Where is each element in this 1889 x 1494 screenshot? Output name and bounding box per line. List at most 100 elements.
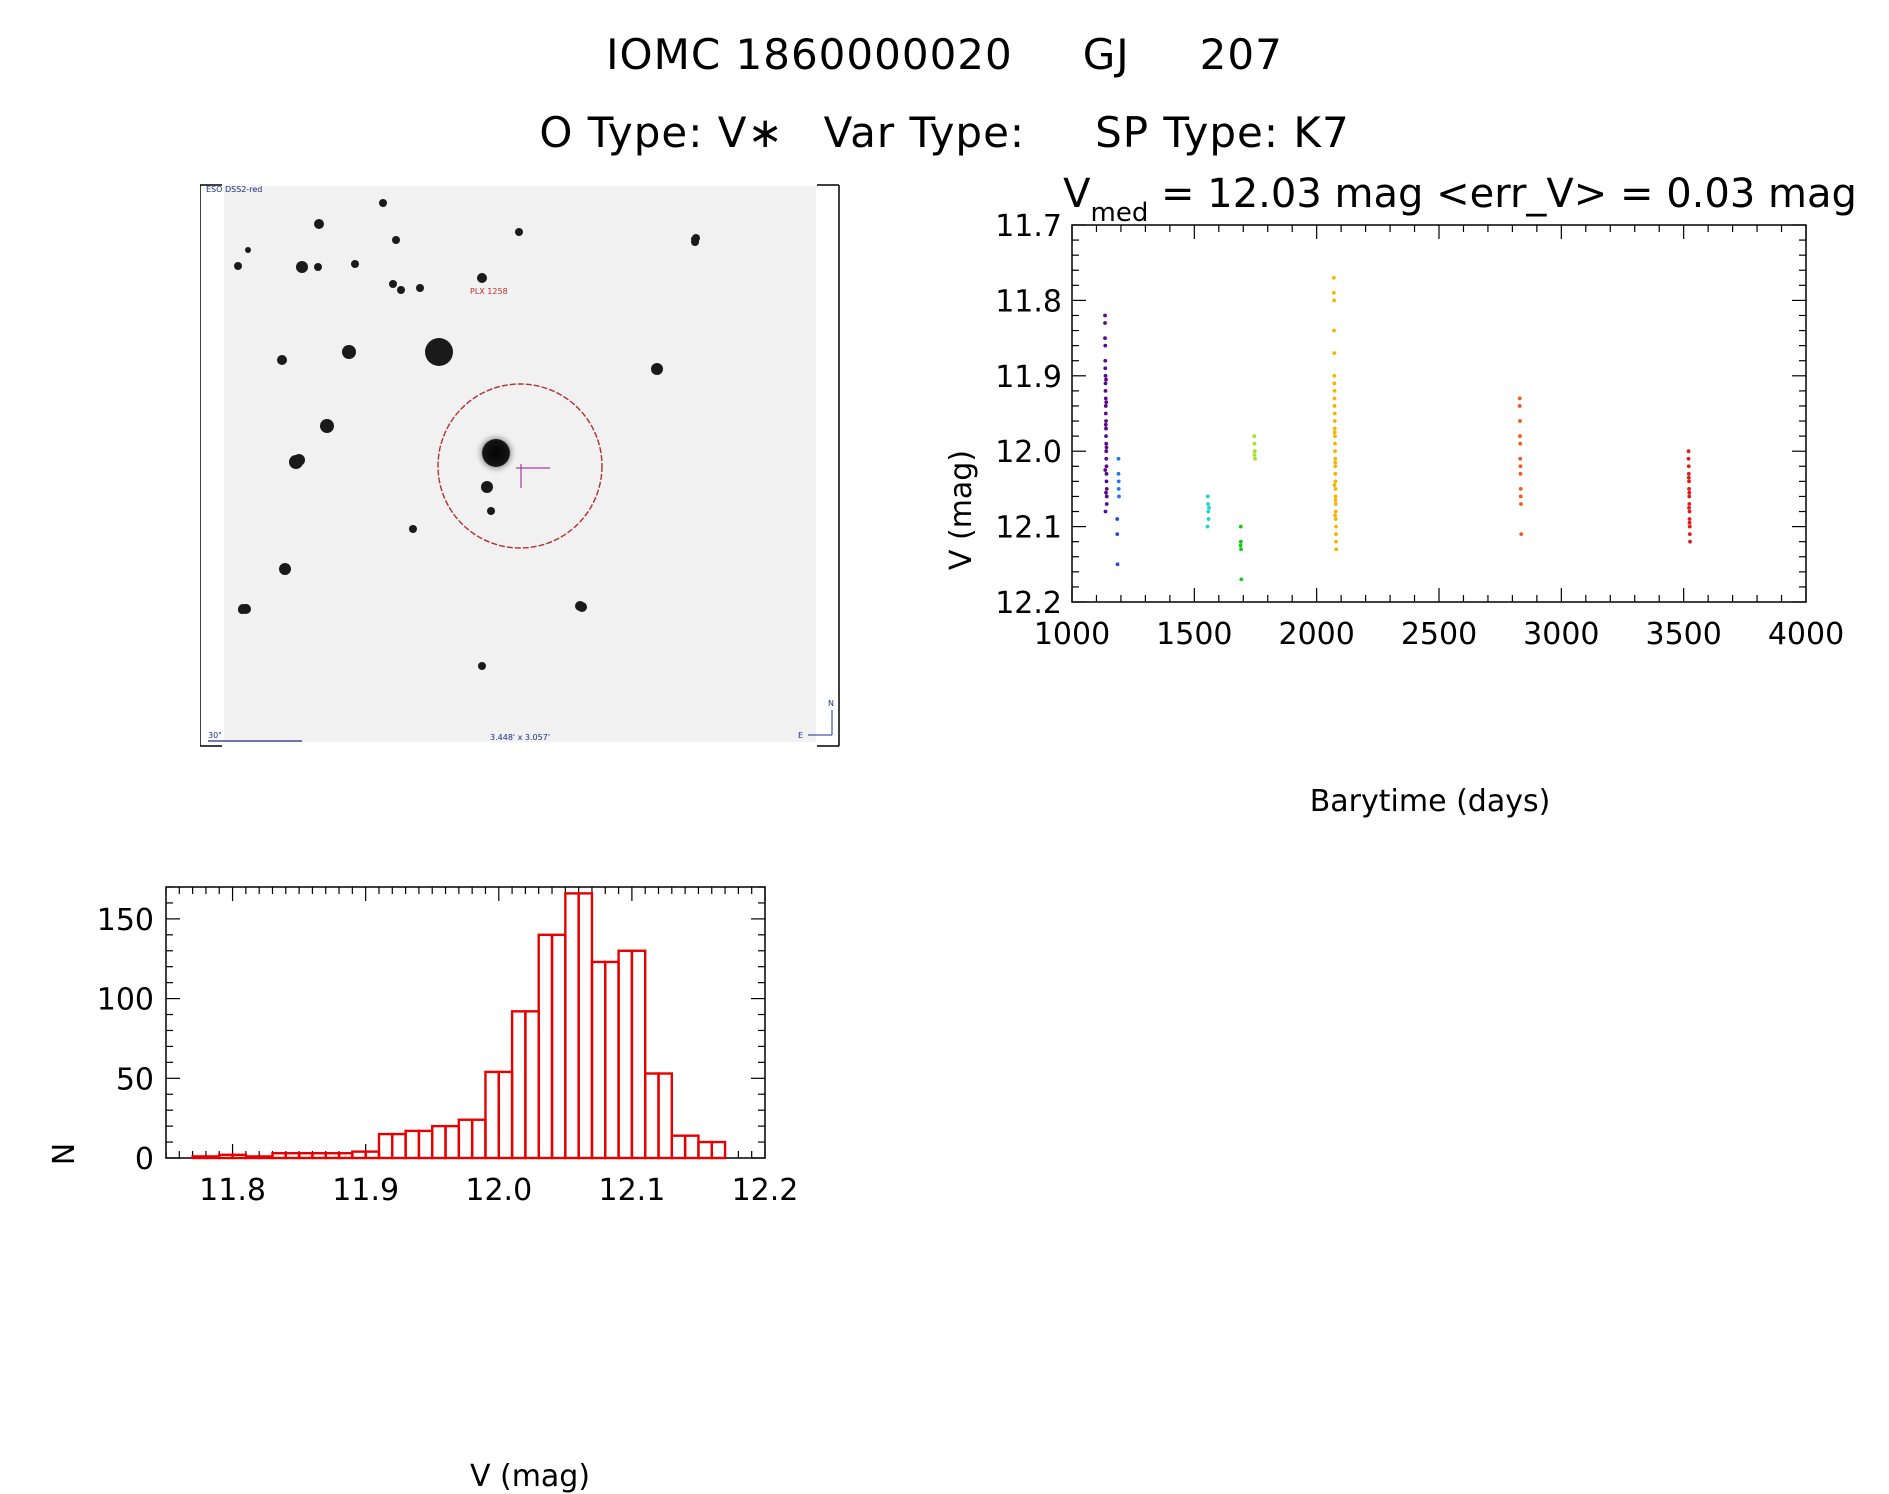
sky-star <box>351 260 359 268</box>
lc-point <box>1239 577 1244 582</box>
hist-bar <box>604 960 620 1160</box>
lc-point <box>1686 449 1691 454</box>
lc-xtick-label: 1000 <box>1034 617 1110 652</box>
sky-star <box>389 280 397 288</box>
chart-title-line1: IOMC 1860000020 GJ 207 <box>0 30 1889 79</box>
lc-point <box>1333 479 1338 484</box>
lc-point <box>1686 456 1691 461</box>
lc-point <box>1115 517 1120 521</box>
lc-point <box>1686 471 1691 476</box>
hist-bar <box>324 1152 341 1160</box>
lc-point <box>1252 434 1257 439</box>
lc-point <box>1103 366 1108 371</box>
hist-bar <box>351 1150 367 1160</box>
var-type: Var Type: <box>823 108 1026 157</box>
sky-star <box>477 273 487 283</box>
lc-point <box>1332 411 1337 416</box>
lc-point <box>1687 490 1692 495</box>
lc-point <box>1687 505 1691 510</box>
sky-star <box>651 363 663 375</box>
lc-point <box>1252 453 1257 457</box>
hist-bar <box>257 1155 274 1160</box>
lc-point <box>1103 468 1108 472</box>
lc-point <box>1687 494 1692 499</box>
hist-bar <box>377 1132 394 1160</box>
hist-bar <box>457 1118 474 1160</box>
sky-star <box>342 345 356 359</box>
sky-star <box>481 481 493 493</box>
hist-xtick-label: 12.0 <box>465 1173 532 1208</box>
lc-point <box>1104 445 1109 450</box>
lc-point <box>1238 543 1243 548</box>
lc-point <box>1104 400 1109 405</box>
catalog-number: 207 <box>1199 30 1283 79</box>
lc-point <box>1253 456 1257 461</box>
hist-bar <box>657 1072 674 1160</box>
lc-point <box>1103 388 1108 393</box>
lc-point <box>1333 471 1338 476</box>
compass-n: N <box>828 699 834 708</box>
histogram-chart: 11.8 11.9 12.0 12.1 12.2 0 50 100 150 V (mag) N <box>47 886 799 1494</box>
hist-bar <box>364 1150 381 1160</box>
hist-bar <box>710 1140 727 1160</box>
sky-star <box>234 262 242 270</box>
scale-label: 30" <box>208 731 222 740</box>
hist-bar <box>191 1155 208 1160</box>
lc-point <box>1103 343 1108 348</box>
lc-ylabel: V (mag) <box>944 450 979 570</box>
hist-bar <box>670 1134 687 1160</box>
lc-point <box>1686 475 1691 480</box>
hist-bar <box>564 892 580 1160</box>
aperture-circle <box>437 383 603 549</box>
lc-point <box>1518 494 1523 499</box>
lc-point <box>1687 520 1692 525</box>
hist-bar <box>550 933 567 1160</box>
lc-point <box>1332 328 1336 333</box>
lc-point <box>1104 502 1109 506</box>
target-star-halo <box>474 431 518 475</box>
lc-point <box>1333 434 1337 439</box>
fov-label: 3.448' x 3.057' <box>490 733 550 742</box>
lc-point <box>1207 505 1211 510</box>
lc-point <box>1103 509 1108 514</box>
hist-xtick-label: 12.2 <box>732 1173 799 1208</box>
hist-bar <box>444 1124 461 1160</box>
lc-xtick-label: 3000 <box>1523 617 1599 652</box>
lc-point <box>1687 532 1692 537</box>
lc-point <box>1334 547 1339 552</box>
lc-point <box>1206 517 1211 521</box>
lc-xtick-label: 3500 <box>1645 617 1721 652</box>
lc-point <box>1116 471 1121 476</box>
lc-point <box>1115 562 1120 567</box>
lc-point <box>1332 483 1337 488</box>
lc-point <box>1206 509 1211 514</box>
lc-point <box>1115 532 1120 537</box>
lc-point <box>1518 434 1522 439</box>
lc-point <box>1104 434 1108 439</box>
lc-point <box>1332 430 1337 435</box>
star-id: IOMC 1860000020 <box>606 30 1013 79</box>
lc-point <box>1104 377 1108 382</box>
lc-point <box>1519 532 1524 537</box>
sky-star <box>425 338 453 366</box>
lc-point <box>1518 464 1523 469</box>
lc-xtick-label: 1500 <box>1156 617 1232 652</box>
hist-bar <box>284 1152 301 1160</box>
hist-bar <box>470 1118 487 1160</box>
lc-point <box>1687 509 1692 514</box>
lc-axes: 1000 1500 2000 2500 3000 3500 4000 11.7 11.8 11.9… <box>995 209 1844 652</box>
hist-bar <box>497 1070 514 1160</box>
lc-ytick-label: 12.1 <box>995 511 1062 546</box>
hist-bar <box>297 1152 314 1160</box>
lc-point <box>1104 471 1109 476</box>
lc-frame <box>1071 224 1807 603</box>
lc-ytick-label: 11.7 <box>995 209 1062 244</box>
sky-star <box>314 263 322 271</box>
chart-title-line2: O Type: V∗ Var Type: SP Type: K7 <box>0 108 1889 157</box>
lc-point <box>1333 460 1338 465</box>
lc-point <box>1104 426 1108 431</box>
spectral-type: SP Type: K7 <box>1095 108 1350 157</box>
hist-bar <box>244 1155 261 1160</box>
lc-point <box>1116 456 1121 461</box>
lc-ytick-label: 12.2 <box>995 586 1062 621</box>
